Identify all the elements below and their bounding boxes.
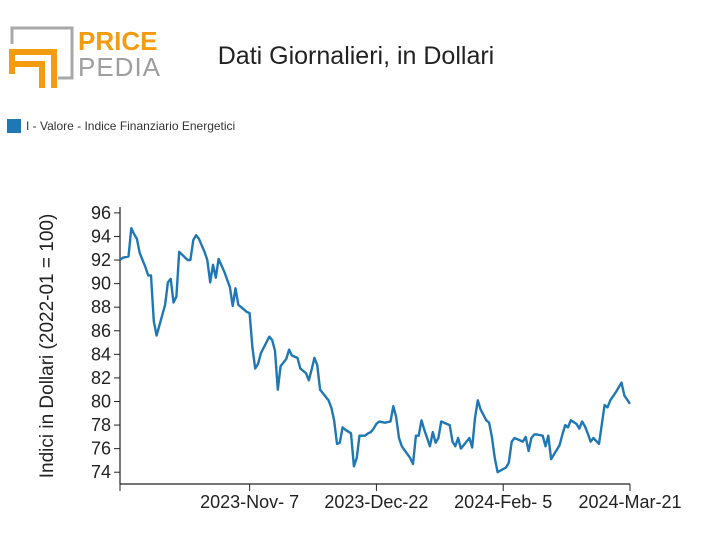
logo-mark-icon <box>9 26 74 88</box>
y-tick-label: 80 <box>91 391 111 411</box>
y-tick-label: 94 <box>91 226 111 246</box>
y-tick-label: 88 <box>91 297 111 317</box>
logo-text-price: PRICE <box>78 26 157 56</box>
y-tick-label: 84 <box>91 344 111 364</box>
y-tick-label: 90 <box>91 274 111 294</box>
x-axis: 2023-Nov- 7 2023-Dec-22 2024-Feb- 5 2024-Ma… <box>119 483 682 512</box>
pricepedia-logo: PRICE PEDIA <box>9 26 161 88</box>
legend-swatch <box>7 119 21 133</box>
y-tick-label: 74 <box>91 462 111 482</box>
legend[interactable]: I - Valore - Indice Finanziario Energeti… <box>7 119 235 133</box>
x-tick-label: 2024-Feb- 5 <box>454 492 552 512</box>
y-tick-label: 86 <box>91 321 111 341</box>
y-tick-label: 78 <box>91 415 111 435</box>
series-line <box>119 226 631 474</box>
y-tick-label: 82 <box>91 368 111 388</box>
legend-label: I - Valore - Indice Finanziario Energeti… <box>26 119 236 133</box>
series-layer <box>119 226 631 474</box>
chart-title: Dati Giornalieri, in Dollari <box>217 42 495 70</box>
y-axis: 74 76 78 80 82 84 86 88 90 92 94 96 <box>91 203 121 484</box>
y-tick-label: 96 <box>91 203 111 223</box>
y-tick-label: 76 <box>91 439 111 459</box>
logo-text-pedia: PEDIA <box>78 52 161 82</box>
x-tick-label: 2023-Dec-22 <box>324 492 428 512</box>
y-tick-label: 92 <box>91 250 111 270</box>
y-axis-label: Indici in Dollari (2022-01 = 100) <box>37 214 58 479</box>
x-tick-label: 2024-Mar-21 <box>578 492 681 512</box>
x-tick-label: 2023-Nov- 7 <box>200 492 299 512</box>
